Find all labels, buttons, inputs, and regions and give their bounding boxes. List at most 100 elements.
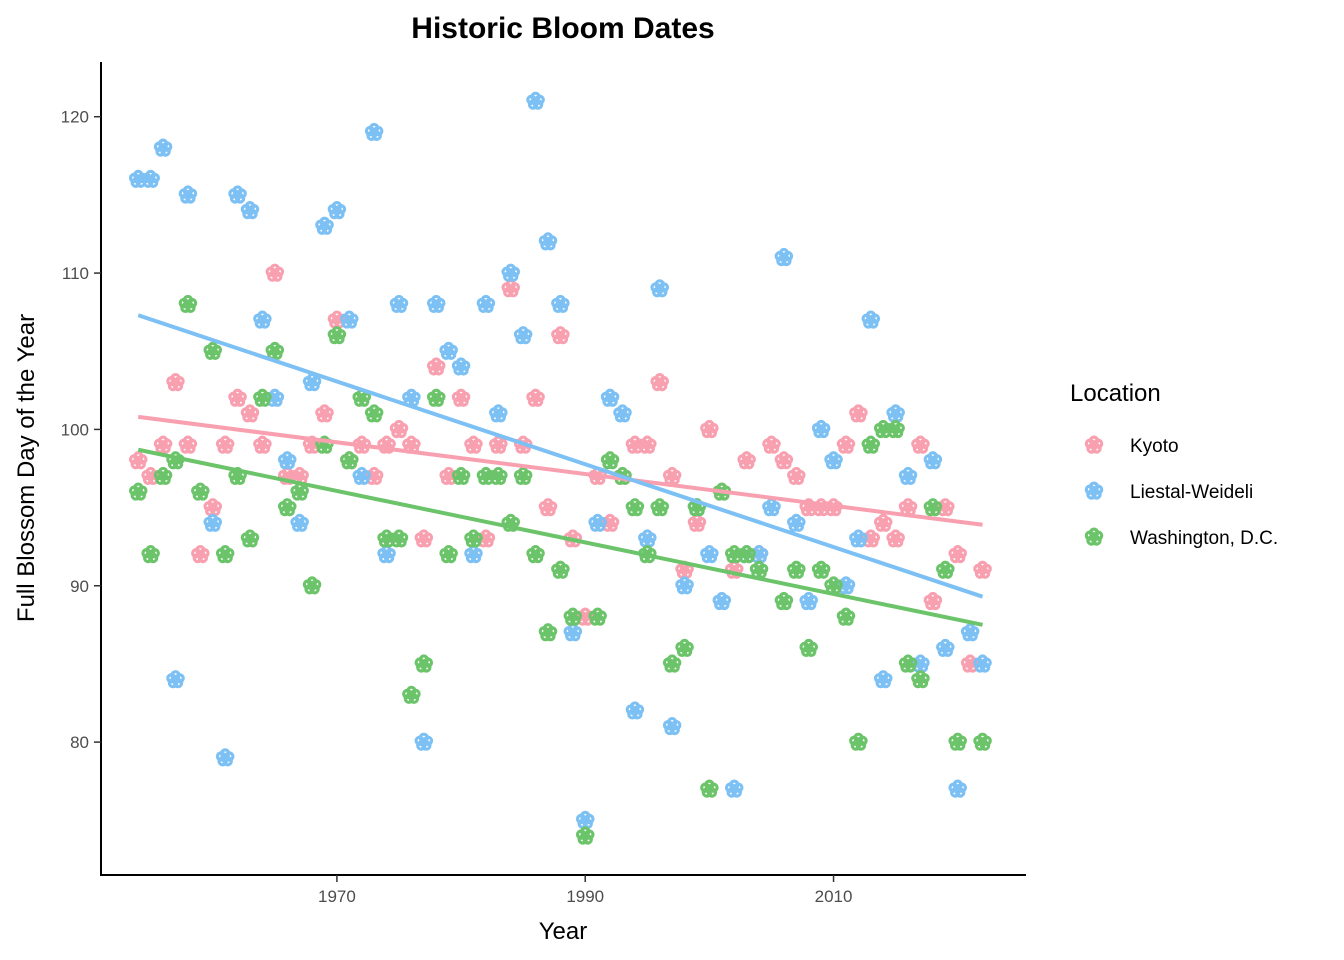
- trend-lines: [137, 313, 984, 627]
- point-washington-d-c: [700, 779, 719, 798]
- point-washington-d-c: [923, 498, 943, 517]
- point-liestal-weideli: [240, 201, 260, 220]
- point-kyoto: [849, 404, 868, 423]
- legend-title: Location: [1070, 380, 1161, 407]
- point-kyoto: [228, 388, 247, 407]
- point-liestal-weideli: [787, 513, 806, 532]
- point-washington-d-c: [551, 560, 570, 579]
- point-kyoto: [178, 435, 198, 454]
- point-washington-d-c: [215, 544, 235, 564]
- point-washington-d-c: [426, 388, 446, 407]
- x-axis-title: Year: [539, 918, 588, 945]
- point-liestal-weideli: [873, 670, 893, 689]
- point-liestal-weideli: [451, 357, 471, 376]
- point-liestal-weideli: [662, 716, 682, 736]
- point-liestal-weideli: [575, 810, 595, 829]
- point-liestal-weideli: [464, 544, 483, 564]
- point-kyoto: [203, 498, 223, 517]
- point-liestal-weideli: [501, 263, 521, 282]
- point-liestal-weideli: [203, 513, 223, 532]
- point-liestal-weideli: [712, 591, 732, 611]
- y-tick-label: 80: [70, 733, 89, 752]
- point-liestal-weideli: [215, 748, 235, 767]
- point-kyoto: [662, 466, 682, 486]
- point-liestal-weideli: [774, 247, 794, 267]
- point-kyoto: [774, 451, 794, 470]
- trend-line-liestal-weideli: [137, 313, 984, 599]
- point-washington-d-c: [265, 341, 285, 360]
- point-liestal-weideli: [923, 451, 943, 470]
- point-liestal-weideli: [290, 513, 309, 532]
- point-washington-d-c: [563, 607, 583, 626]
- y-tick-label: 120: [61, 108, 89, 127]
- point-washington-d-c: [861, 435, 881, 454]
- point-liestal-weideli: [762, 498, 781, 517]
- point-washington-d-c: [439, 544, 458, 564]
- point-washington-d-c: [302, 576, 322, 595]
- point-liestal-weideli: [935, 638, 955, 657]
- point-liestal-weideli: [439, 341, 458, 360]
- point-washington-d-c: [886, 419, 905, 439]
- point-liestal-weideli: [538, 232, 558, 251]
- point-washington-d-c: [787, 560, 806, 579]
- x-tick-label: 1970: [318, 887, 356, 906]
- point-washington-d-c: [575, 826, 595, 845]
- point-kyoto: [886, 529, 905, 548]
- point-kyoto: [650, 373, 670, 392]
- y-axis-title: Full Blossom Day of the Year: [13, 314, 40, 622]
- chart-title: Historic Bloom Dates: [411, 12, 714, 45]
- point-liestal-weideli: [327, 201, 347, 220]
- point-liestal-weideli: [588, 513, 607, 532]
- point-kyoto: [240, 404, 260, 423]
- legend: Location Kyoto Liestal-Weideli Washington,…: [1070, 380, 1278, 549]
- point-liestal-weideli: [389, 294, 409, 314]
- point-liestal-weideli: [526, 91, 545, 110]
- point-liestal-weideli: [551, 294, 570, 314]
- point-kyoto: [873, 513, 893, 532]
- point-kyoto: [700, 419, 719, 439]
- point-liestal-weideli: [489, 404, 508, 423]
- point-liestal-weideli: [178, 185, 198, 204]
- point-kyoto: [973, 560, 992, 579]
- point-liestal-weideli: [960, 623, 980, 642]
- point-liestal-weideli: [315, 216, 334, 235]
- point-liestal-weideli: [973, 654, 992, 673]
- point-liestal-weideli: [340, 310, 359, 329]
- y-axis-ticks: 80 90 100 110 120: [61, 108, 101, 752]
- point-washington-d-c: [898, 654, 918, 673]
- point-liestal-weideli: [141, 169, 160, 188]
- point-liestal-weideli: [700, 544, 719, 564]
- point-liestal-weideli: [228, 185, 247, 204]
- point-kyoto: [166, 373, 185, 392]
- legend-key-washington-d-c: [1084, 527, 1104, 546]
- point-kyoto: [153, 435, 173, 454]
- point-liestal-weideli: [377, 544, 396, 564]
- point-kyoto: [464, 435, 483, 454]
- point-washington-d-c: [389, 529, 409, 548]
- point-liestal-weideli: [886, 404, 905, 423]
- point-kyoto: [923, 591, 943, 611]
- trend-line-washington-d-c: [137, 447, 983, 627]
- trend-line-kyoto: [137, 414, 983, 527]
- point-kyoto: [253, 435, 272, 454]
- legend-label-liestal-weideli: Liestal-Weideli: [1130, 482, 1253, 503]
- point-washington-d-c: [364, 404, 384, 423]
- point-kyoto: [489, 435, 508, 454]
- point-liestal-weideli: [513, 326, 533, 345]
- point-washington-d-c: [489, 466, 508, 486]
- point-washington-d-c: [153, 466, 173, 486]
- point-washington-d-c: [675, 638, 694, 657]
- point-liestal-weideli: [948, 779, 968, 798]
- point-washington-d-c: [327, 326, 347, 345]
- point-liestal-weideli: [675, 576, 694, 595]
- data-points: [128, 91, 992, 845]
- point-liestal-weideli: [724, 779, 744, 798]
- point-kyoto: [551, 326, 570, 345]
- point-washington-d-c: [414, 654, 434, 673]
- point-washington-d-c: [464, 529, 483, 548]
- point-kyoto: [128, 451, 148, 470]
- point-kyoto: [538, 498, 558, 517]
- point-washington-d-c: [650, 498, 670, 517]
- point-washington-d-c: [737, 544, 756, 564]
- point-washington-d-c: [836, 607, 856, 626]
